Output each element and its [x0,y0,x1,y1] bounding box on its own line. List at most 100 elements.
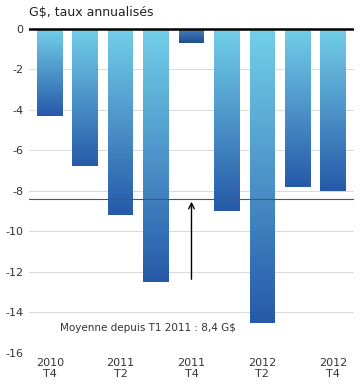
Bar [249,271,275,275]
Bar [143,139,169,142]
Bar [285,90,311,92]
Bar [143,105,169,108]
Bar [143,28,169,32]
Bar [72,115,98,117]
Bar [143,162,169,165]
Bar [108,143,134,145]
Bar [285,70,311,72]
Bar [214,195,240,198]
Bar [108,136,134,138]
Bar [72,67,98,68]
Bar [249,308,275,311]
Bar [249,99,275,102]
Bar [72,144,98,146]
Bar [285,139,311,141]
Bar [214,184,240,186]
Bar [249,260,275,264]
Bar [249,128,275,132]
Bar [37,45,63,46]
Bar [108,99,134,101]
Bar [143,193,169,196]
Bar [285,60,311,62]
Bar [37,73,63,74]
Bar [37,84,63,85]
Bar [72,35,98,37]
Bar [108,96,134,99]
Bar [72,85,98,87]
Bar [214,67,240,70]
Bar [108,213,134,215]
Bar [214,28,240,31]
Bar [143,203,169,206]
Bar [249,227,275,231]
Bar [320,95,346,97]
Bar [72,70,98,72]
Bar [320,75,346,77]
Bar [320,39,346,41]
Bar [143,32,169,35]
Bar [285,136,311,137]
Bar [143,44,169,48]
Bar [143,133,169,136]
Bar [108,129,134,131]
Bar [285,82,311,84]
Bar [72,153,98,154]
Bar [37,34,63,35]
Bar [214,63,240,65]
Bar [108,50,134,52]
Bar [249,95,275,99]
Bar [285,30,311,33]
Bar [285,46,311,49]
Bar [285,96,311,98]
Bar [37,81,63,82]
Bar [285,38,311,40]
Bar [285,179,311,181]
Bar [37,104,63,105]
Bar [143,64,169,67]
Bar [285,62,311,64]
Bar [285,94,311,96]
Bar [214,85,240,88]
Bar [285,56,311,58]
Bar [214,186,240,188]
Bar [72,165,98,166]
Bar [249,220,275,223]
Bar [214,191,240,193]
Bar [37,44,63,45]
Bar [72,130,98,132]
Bar [72,39,98,41]
Bar [249,216,275,220]
Bar [249,117,275,121]
Bar [249,58,275,62]
Bar [143,35,169,38]
Bar [320,179,346,181]
Bar [214,106,240,109]
Bar [285,127,311,129]
Bar [143,98,169,101]
Bar [37,37,63,38]
Bar [249,164,275,168]
Bar [37,68,63,69]
Bar [72,156,98,158]
Bar [285,92,311,94]
Bar [285,122,311,124]
Bar [72,163,98,165]
Bar [285,49,311,50]
Bar [108,43,134,45]
Bar [143,85,169,89]
Bar [143,257,169,260]
Bar [143,190,169,193]
Bar [37,114,63,115]
Bar [37,31,63,32]
Bar [108,159,134,161]
Bar [143,276,169,279]
Bar [285,155,311,157]
Bar [249,201,275,205]
Bar [37,49,63,50]
Bar [108,40,134,43]
Bar [72,49,98,51]
Bar [108,108,134,110]
Bar [37,65,63,67]
Bar [72,161,98,163]
Bar [37,48,63,49]
